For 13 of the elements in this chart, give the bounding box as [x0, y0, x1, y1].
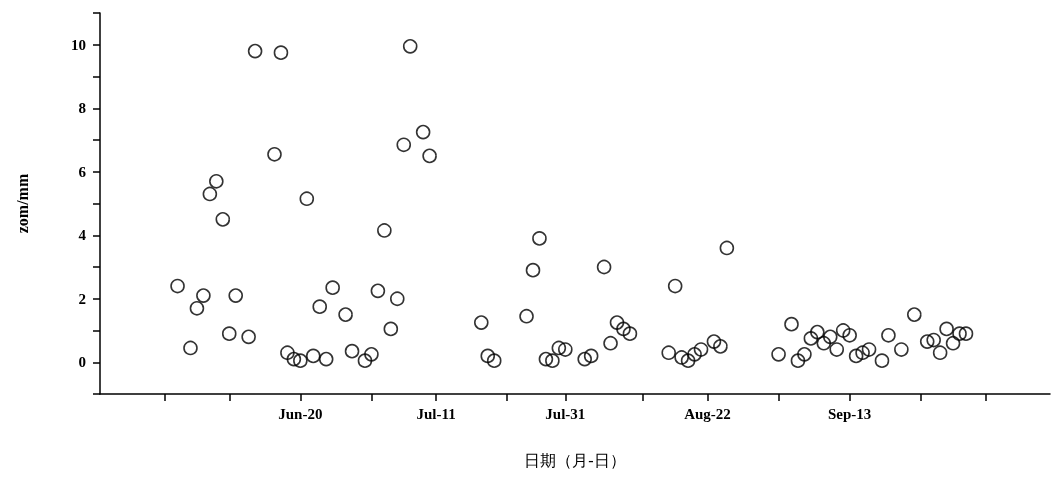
y-axis-title: zom/mm	[13, 173, 31, 234]
x-tick-label: Jul-11	[416, 405, 456, 422]
x-tick-label: Aug-22	[684, 405, 731, 422]
x-tick-label: Sep-13	[827, 405, 872, 422]
y-tick-label: 4	[78, 227, 87, 244]
y-tick-label: 6	[78, 163, 87, 180]
y-tick-label: 10	[71, 36, 86, 53]
y-tick-label: 0	[78, 354, 86, 371]
y-tick-label: 2	[78, 290, 86, 307]
x-tick-label: Jul-31	[545, 405, 586, 422]
y-tick-label: 8	[78, 100, 86, 117]
x-tick-label: Jun-20	[278, 405, 323, 422]
x-axis-title: 日期（月-日）	[524, 451, 626, 469]
